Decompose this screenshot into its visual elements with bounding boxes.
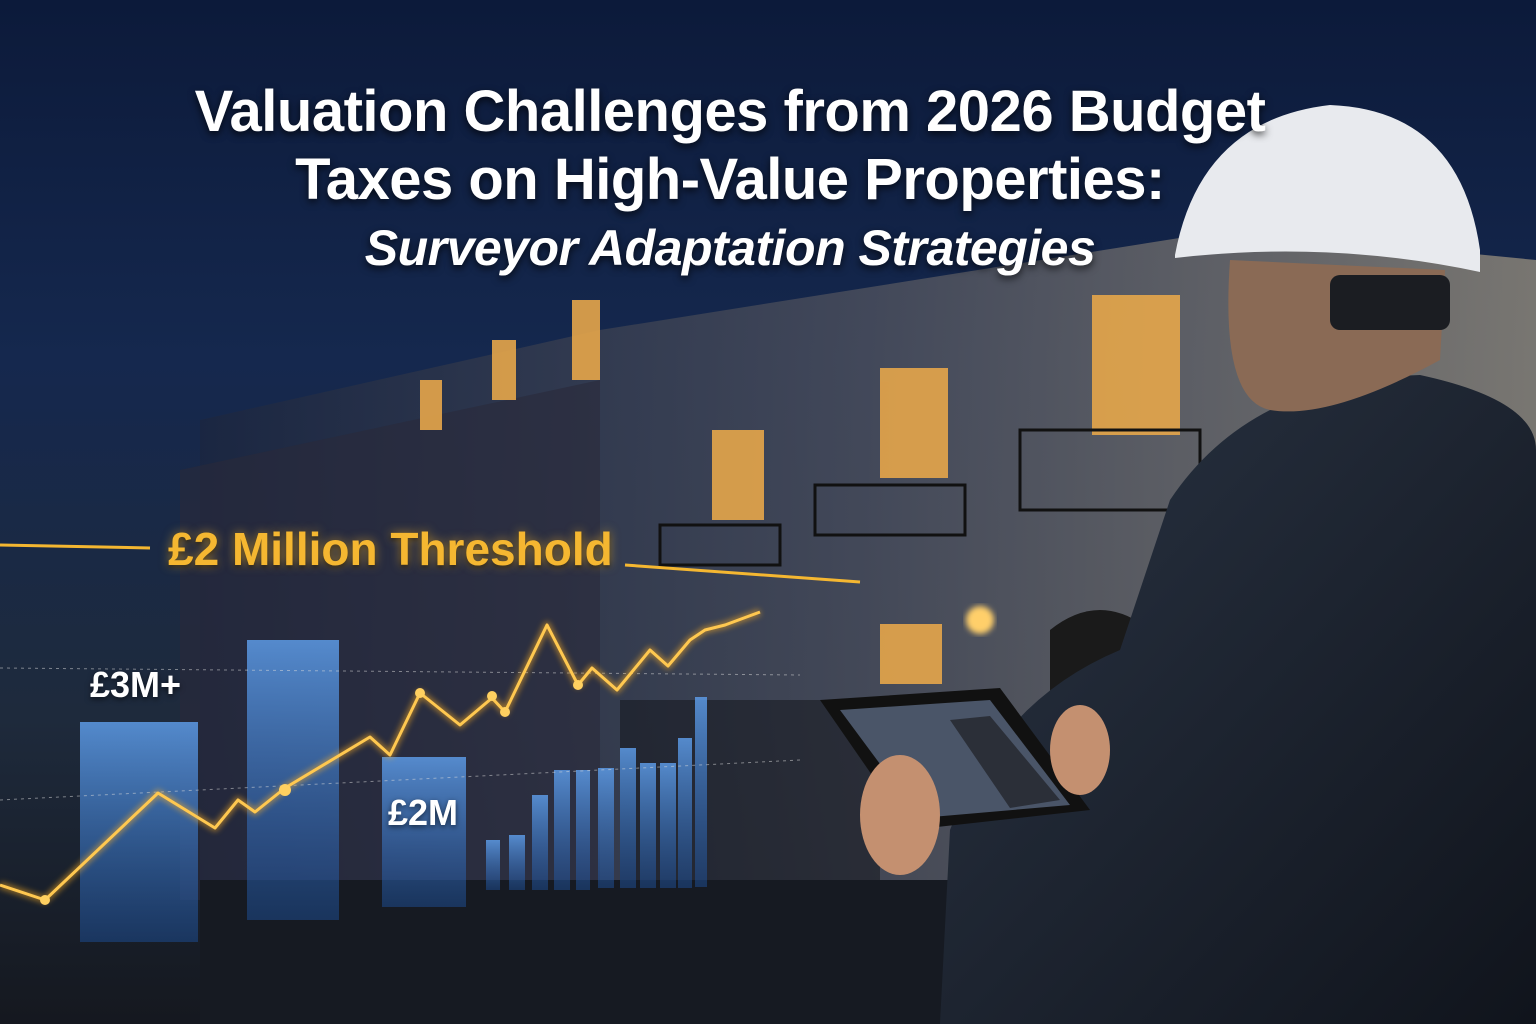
surveyor-figure [820,105,1536,1024]
bar [576,770,590,890]
headline-line-1: Valuation Challenges from 2026 Budget [194,79,1266,144]
bar [660,763,676,888]
bar [678,738,692,888]
label-3m-plus: £3M+ [90,664,182,705]
bar [486,840,500,890]
threshold-line [0,543,861,584]
bar [509,835,525,890]
label-2m: £2M [388,792,459,833]
threshold-label: £2 Million Threshold [168,523,613,575]
headline-line-2: Taxes on High-Value Properties: [295,147,1165,212]
bar [598,768,614,888]
bar [382,757,466,907]
bar [80,722,198,942]
trend-line [0,608,762,905]
bar [640,763,656,888]
bar [554,770,570,890]
bar [620,748,636,888]
headline: Valuation Challenges from 2026 Budget Ta… [0,78,1460,282]
bar [695,697,707,887]
headline-subtitle: Surveyor Adaptation Strategies [364,220,1096,276]
bar [532,795,548,890]
